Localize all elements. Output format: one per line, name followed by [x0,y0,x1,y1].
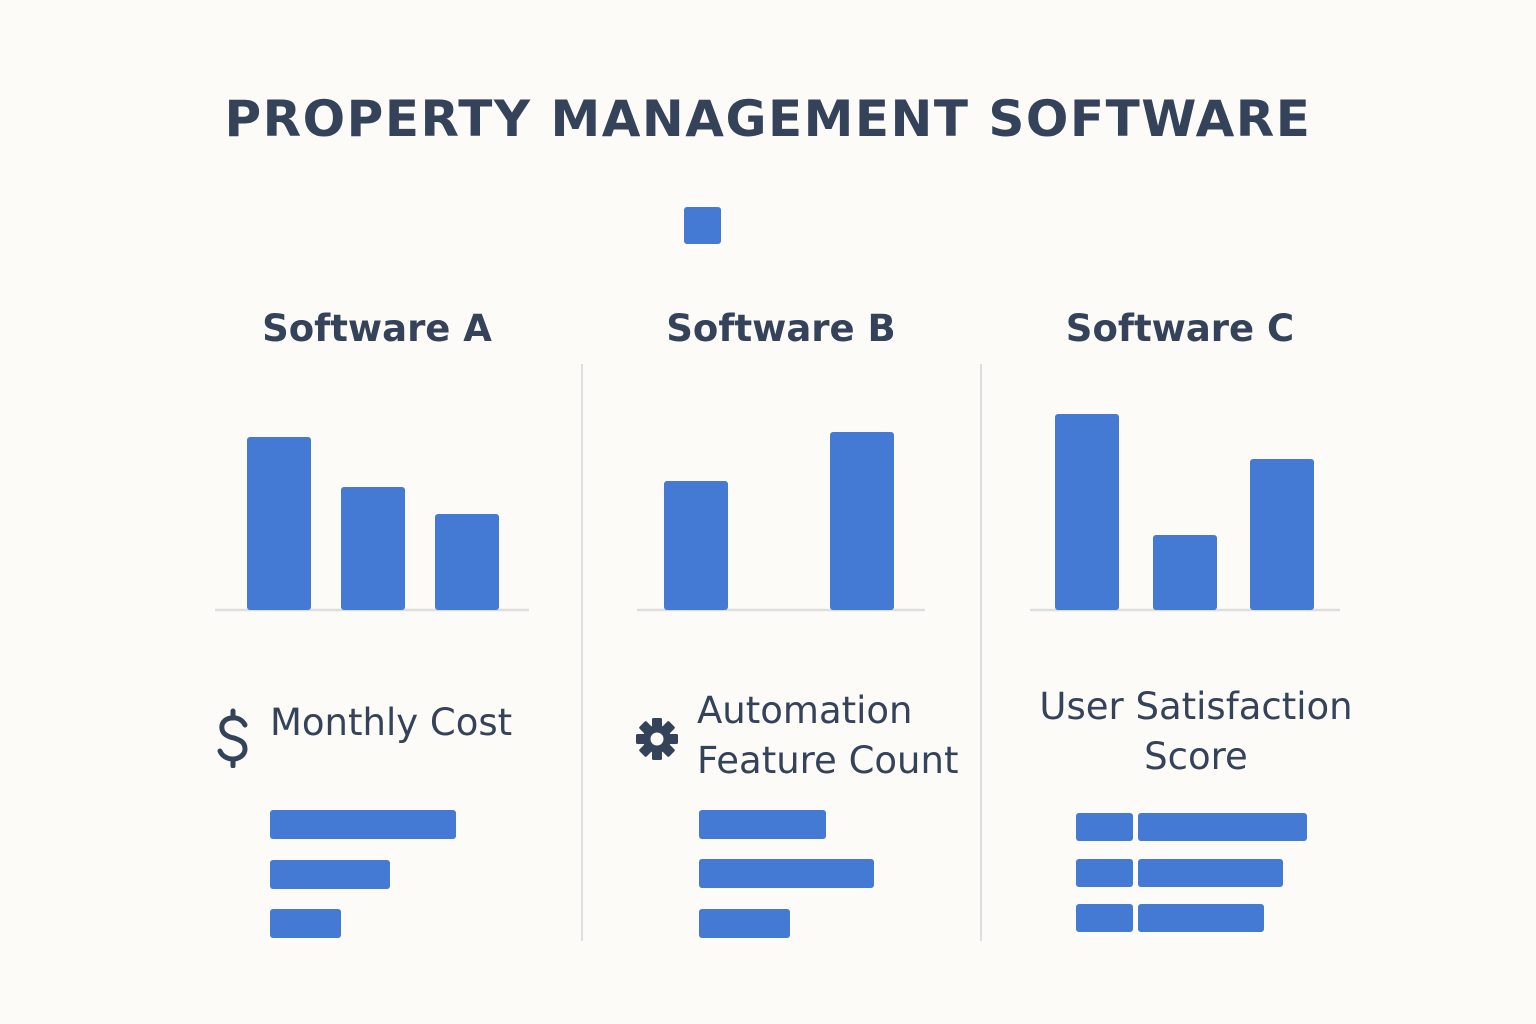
panel-title-software-c: Software C [1065,307,1295,350]
bar [435,514,499,610]
stacked-bar-segment [1138,813,1307,841]
metric-label-automation-line1: Automation [697,689,913,732]
legend-swatch [684,207,721,244]
bar [247,437,311,610]
stacked-bar-segment [1138,904,1264,932]
bar [830,432,894,610]
bar [1153,535,1217,610]
stacked-bar-segment [1076,813,1133,841]
panel-divider [980,364,982,941]
horizontal-bar [270,860,390,889]
bar [341,487,405,610]
metric-label-satisfaction-line1: User Satisfaction [1039,685,1353,728]
panel-title-software-b: Software B [666,307,896,350]
panel-divider [581,364,583,941]
stacked-bar-segment [1076,859,1133,887]
stacked-bar-segment [1076,904,1133,932]
horizontal-bar [270,909,341,938]
bar [664,481,728,610]
horizontal-bar [699,859,874,888]
dollar-icon [214,708,254,772]
gear-icon [634,716,680,766]
page-title: PROPERTY MANAGEMENT SOFTWARE [224,90,1312,148]
metric-label-monthly-cost: Monthly Cost [270,701,513,744]
metric-label-automation-line2: Feature Count [697,739,959,782]
horizontal-bar [699,810,826,839]
metric-label-satisfaction-line2: Score [1144,735,1248,778]
horizontal-bar [699,909,790,938]
bar [1250,459,1314,610]
stacked-bar-segment [1138,859,1283,887]
panel-title-software-a: Software A [262,307,492,350]
bar [1055,414,1119,610]
horizontal-bar [270,810,456,839]
